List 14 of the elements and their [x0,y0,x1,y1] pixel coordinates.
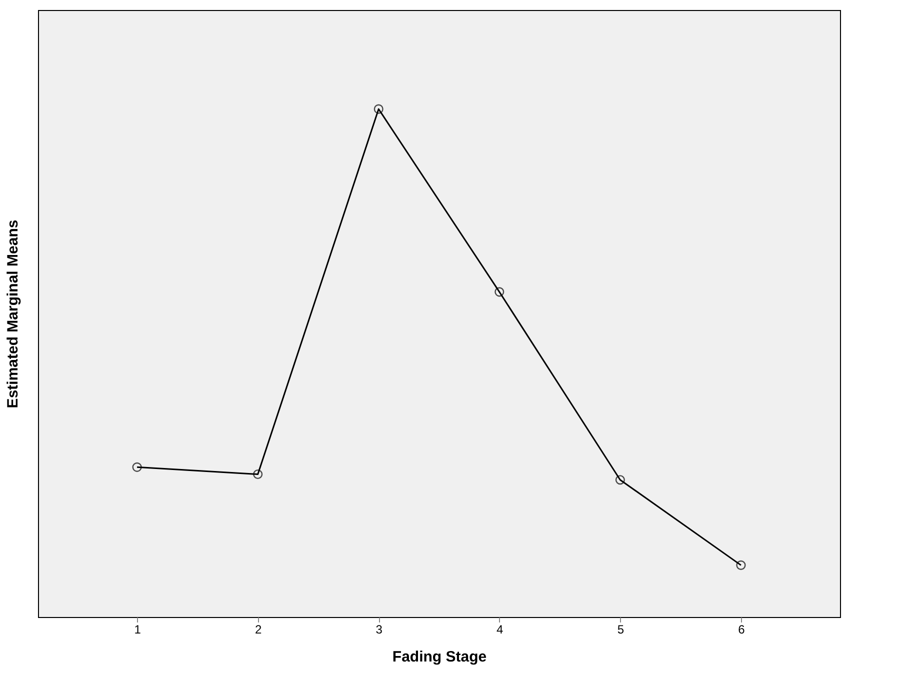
x-tick-label: 5 [617,622,624,636]
x-axis-title: Fading Stage [392,648,487,666]
x-tick-label: 2 [254,622,262,636]
x-tick-label: 3 [376,622,383,636]
point [736,560,746,570]
x-tick-label: 1 [134,622,142,636]
point [494,287,504,297]
x-tick-label: 6 [738,622,746,636]
x-tick-label: 4 [496,622,504,636]
point [253,469,263,480]
y-axis-title: Estimated Marginal Means [4,220,22,408]
point [374,104,384,114]
point [132,462,142,472]
point [615,475,625,485]
